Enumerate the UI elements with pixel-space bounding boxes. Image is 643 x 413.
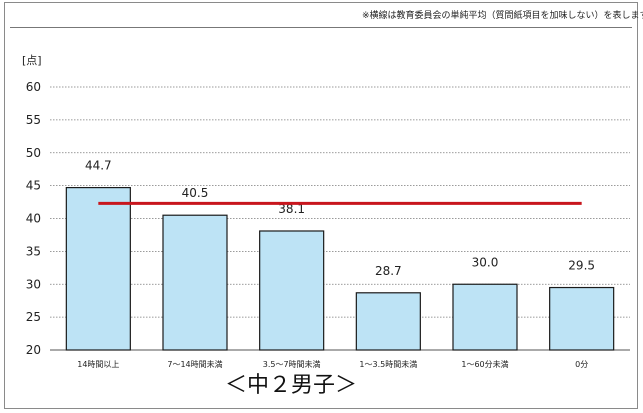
x-tick-label: 3.5～7時間未満 (263, 359, 321, 369)
x-tick-label: 7～14時間未満 (167, 359, 222, 369)
y-unit-label: [点] (22, 54, 42, 67)
x-tick-label: 0分 (575, 360, 588, 369)
y-tick-label: 35 (26, 244, 41, 258)
value-labels: 44.7 40.5 38.1 28.7 30.0 29.5 (85, 159, 595, 278)
y-axis-ticks: 20 25 30 35 40 45 50 55 60 (26, 80, 41, 357)
chart-note: ※横線は教育委員会の単純平均（質問紙項目を加味しない）を表します (362, 11, 643, 21)
y-tick-label: 50 (26, 146, 41, 160)
y-tick-label: 45 (26, 179, 41, 193)
bar (65, 186, 131, 351)
y-tick-label: 25 (26, 310, 41, 324)
x-tick-label: 14時間以上 (77, 360, 119, 369)
y-tick-label: 55 (26, 113, 41, 127)
y-tick-label: 60 (26, 80, 41, 94)
bar (452, 283, 518, 351)
chart-caption: ＜中２男子＞ (225, 373, 358, 398)
x-tick-label: 1～3.5時間未満 (359, 359, 417, 369)
note-divider (10, 27, 632, 28)
bar (162, 214, 228, 351)
x-tick-label: 1～60分未満 (461, 359, 508, 369)
bar-value-label: 28.7 (375, 264, 402, 278)
bar-value-label: 29.5 (568, 259, 595, 273)
bar-value-label: 38.1 (278, 202, 305, 216)
x-axis-ticks: 14時間以上 7～14時間未満 3.5～7時間未満 1～3.5時間未満 1～60分未満 0… (77, 359, 588, 369)
y-tick-label: 40 (26, 212, 41, 226)
y-tick-label: 30 (26, 277, 41, 291)
bar-value-label: 30.0 (472, 255, 499, 269)
bars (65, 186, 615, 351)
bar (355, 292, 421, 351)
bar-value-label: 44.7 (85, 159, 112, 173)
y-tick-label: 20 (26, 343, 41, 357)
gridlines (50, 86, 630, 351)
bar-value-label: 40.5 (182, 186, 209, 200)
bar (549, 286, 615, 351)
bar (259, 230, 325, 351)
